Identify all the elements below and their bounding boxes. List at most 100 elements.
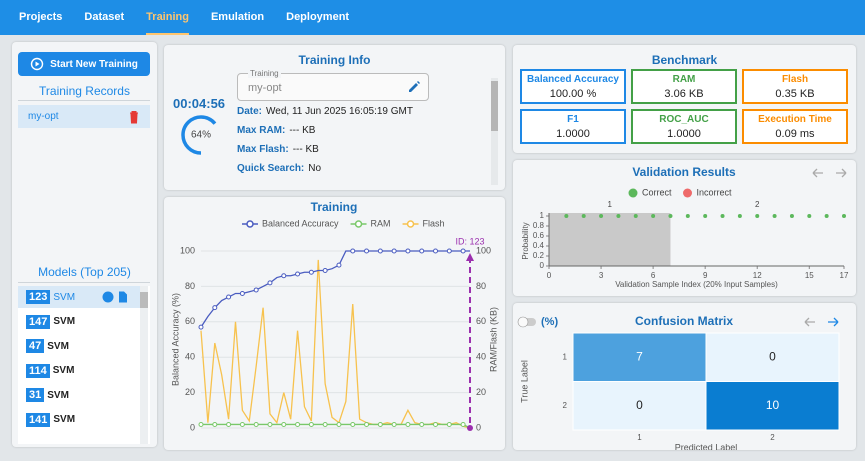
- models-title: Models (Top 205): [38, 265, 131, 279]
- y-tick-label: 1: [563, 352, 568, 361]
- model-id: 141: [26, 412, 51, 427]
- prev-arrow[interactable]: [812, 168, 823, 178]
- point: [267, 421, 273, 427]
- nav-tab[interactable]: Emulation: [210, 11, 265, 23]
- start-button[interactable]: Start New Training: [18, 52, 150, 76]
- training-chart: Training Balanced Accuracy RAM Flash 0 20 40 60…: [170, 200, 498, 432]
- nav-tab[interactable]: Projects: [19, 11, 63, 23]
- point: [419, 421, 425, 427]
- point: [281, 273, 287, 279]
- y-tick-label: 0.4: [533, 241, 545, 250]
- delete-icon[interactable]: [128, 110, 140, 124]
- record-item[interactable]: my-opt: [18, 105, 150, 128]
- point: [364, 421, 370, 427]
- metric-value: 100.00 %: [549, 88, 597, 100]
- nav-tab[interactable]: Training: [146, 0, 189, 35]
- toggle-label: (%): [541, 316, 558, 328]
- point: [198, 421, 204, 427]
- model-item[interactable]: 47 SVM: [18, 335, 140, 357]
- point: [253, 287, 259, 293]
- point: [446, 248, 452, 254]
- cell-label: 7: [636, 349, 643, 363]
- y-tick-label: 0: [540, 261, 545, 270]
- x-axis-label: Validation Sample Index (20% Input Sampl…: [615, 280, 778, 289]
- record-name: my-opt: [28, 111, 59, 122]
- timer: 00:04:56: [173, 96, 226, 111]
- prev-arrow[interactable]: [804, 317, 815, 327]
- y-tick-label: 2: [563, 401, 568, 410]
- point: [336, 262, 342, 268]
- x-tick-label: 3: [599, 271, 604, 280]
- scrollbar[interactable]: [140, 286, 148, 444]
- next-arrow[interactable]: [836, 168, 847, 178]
- point: [460, 248, 466, 254]
- point: [772, 214, 777, 218]
- point: [616, 214, 621, 218]
- field-value: my-opt: [248, 82, 282, 94]
- legend-marker: [354, 220, 363, 228]
- y2-axis-label: RAM/Flash (KB): [488, 307, 498, 372]
- model-item[interactable]: 141 SVM: [18, 409, 140, 431]
- point: [226, 421, 232, 427]
- y2-tick-label: 20: [476, 387, 486, 397]
- progress-label: 64%: [191, 130, 211, 141]
- metric-value: 0.09 ms: [775, 128, 815, 140]
- models-list: 123 SVM 147 SVM 47 SVM 114 SVM 31 SVM 141 SVM: [18, 286, 150, 444]
- model-name: SVM: [47, 340, 69, 352]
- detail-row: Max Flash: --- KB: [237, 144, 319, 155]
- detail-value: --- KB: [289, 125, 316, 136]
- training-panel: Training Balanced Accuracy RAM Flash 0 20 40 60…: [164, 197, 505, 450]
- records-title: Training Records: [39, 84, 130, 98]
- model-id: 114: [26, 363, 50, 378]
- point: [350, 248, 356, 254]
- model-item[interactable]: 114 SVM: [18, 360, 140, 382]
- metric-label: Balanced Accuracy: [527, 74, 619, 85]
- training-field[interactable]: Training my-opt: [237, 69, 429, 101]
- detail-value: No: [308, 163, 322, 174]
- point: [581, 214, 586, 218]
- y-tick-label: 20: [185, 387, 195, 397]
- model-name: SVM: [53, 414, 76, 425]
- point: [226, 294, 232, 300]
- point: [295, 421, 301, 427]
- point: [308, 421, 314, 427]
- sidebar: Start New Training Training Records my-o…: [12, 42, 157, 447]
- annotation-arrow: [466, 253, 474, 261]
- class-region: [549, 213, 671, 266]
- edit-icon[interactable]: [406, 79, 422, 95]
- y2-tick-label: 100: [476, 245, 491, 255]
- point: [377, 421, 383, 427]
- class-label: 2: [755, 200, 760, 209]
- point: [433, 421, 439, 427]
- x-tick-label: 0: [547, 271, 552, 280]
- nav-tab[interactable]: Deployment: [286, 11, 350, 23]
- point: [703, 214, 708, 218]
- detail-row: Max RAM: --- KB: [237, 125, 315, 136]
- metric-label: RAM: [672, 74, 696, 85]
- scrollbar[interactable]: [491, 78, 498, 185]
- details: Date: Wed, 11 Jun 2025 16:05:19 GMT Max RA…: [164, 45, 489, 185]
- model-name: SVM: [53, 316, 76, 327]
- validation-panel: Validation Results Correct Incorrect 1 2 0 0.2…: [513, 160, 856, 296]
- model-item[interactable]: 147 SVM: [18, 311, 140, 333]
- nav-bar: Projects Dataset Training Emulation Deployme…: [0, 0, 865, 35]
- y-tick-label: 100: [180, 245, 195, 255]
- y2-tick-label: 60: [476, 316, 486, 326]
- model-name: SVM: [47, 389, 69, 401]
- metric-value: 1.0000: [667, 128, 701, 140]
- model-id: 47: [26, 339, 45, 353]
- y-axis-label: True Label: [519, 360, 529, 403]
- nav-tab[interactable]: Dataset: [84, 11, 125, 23]
- panel-title: Benchmark: [651, 53, 718, 67]
- y-axis-label: Balanced Accuracy (%): [170, 293, 180, 386]
- matrix-cell: [705, 332, 840, 382]
- chart-title: Validation Results: [632, 165, 736, 179]
- model-item[interactable]: 123 SVM: [18, 286, 140, 308]
- model-item[interactable]: 31 SVM: [18, 384, 140, 406]
- y2-tick-label: 0: [476, 422, 481, 432]
- next-arrow[interactable]: [828, 317, 839, 327]
- point: [295, 271, 301, 277]
- y-tick-label: 40: [185, 352, 195, 362]
- detail-row: Date: Wed, 11 Jun 2025 16:05:19 GMT: [237, 106, 413, 117]
